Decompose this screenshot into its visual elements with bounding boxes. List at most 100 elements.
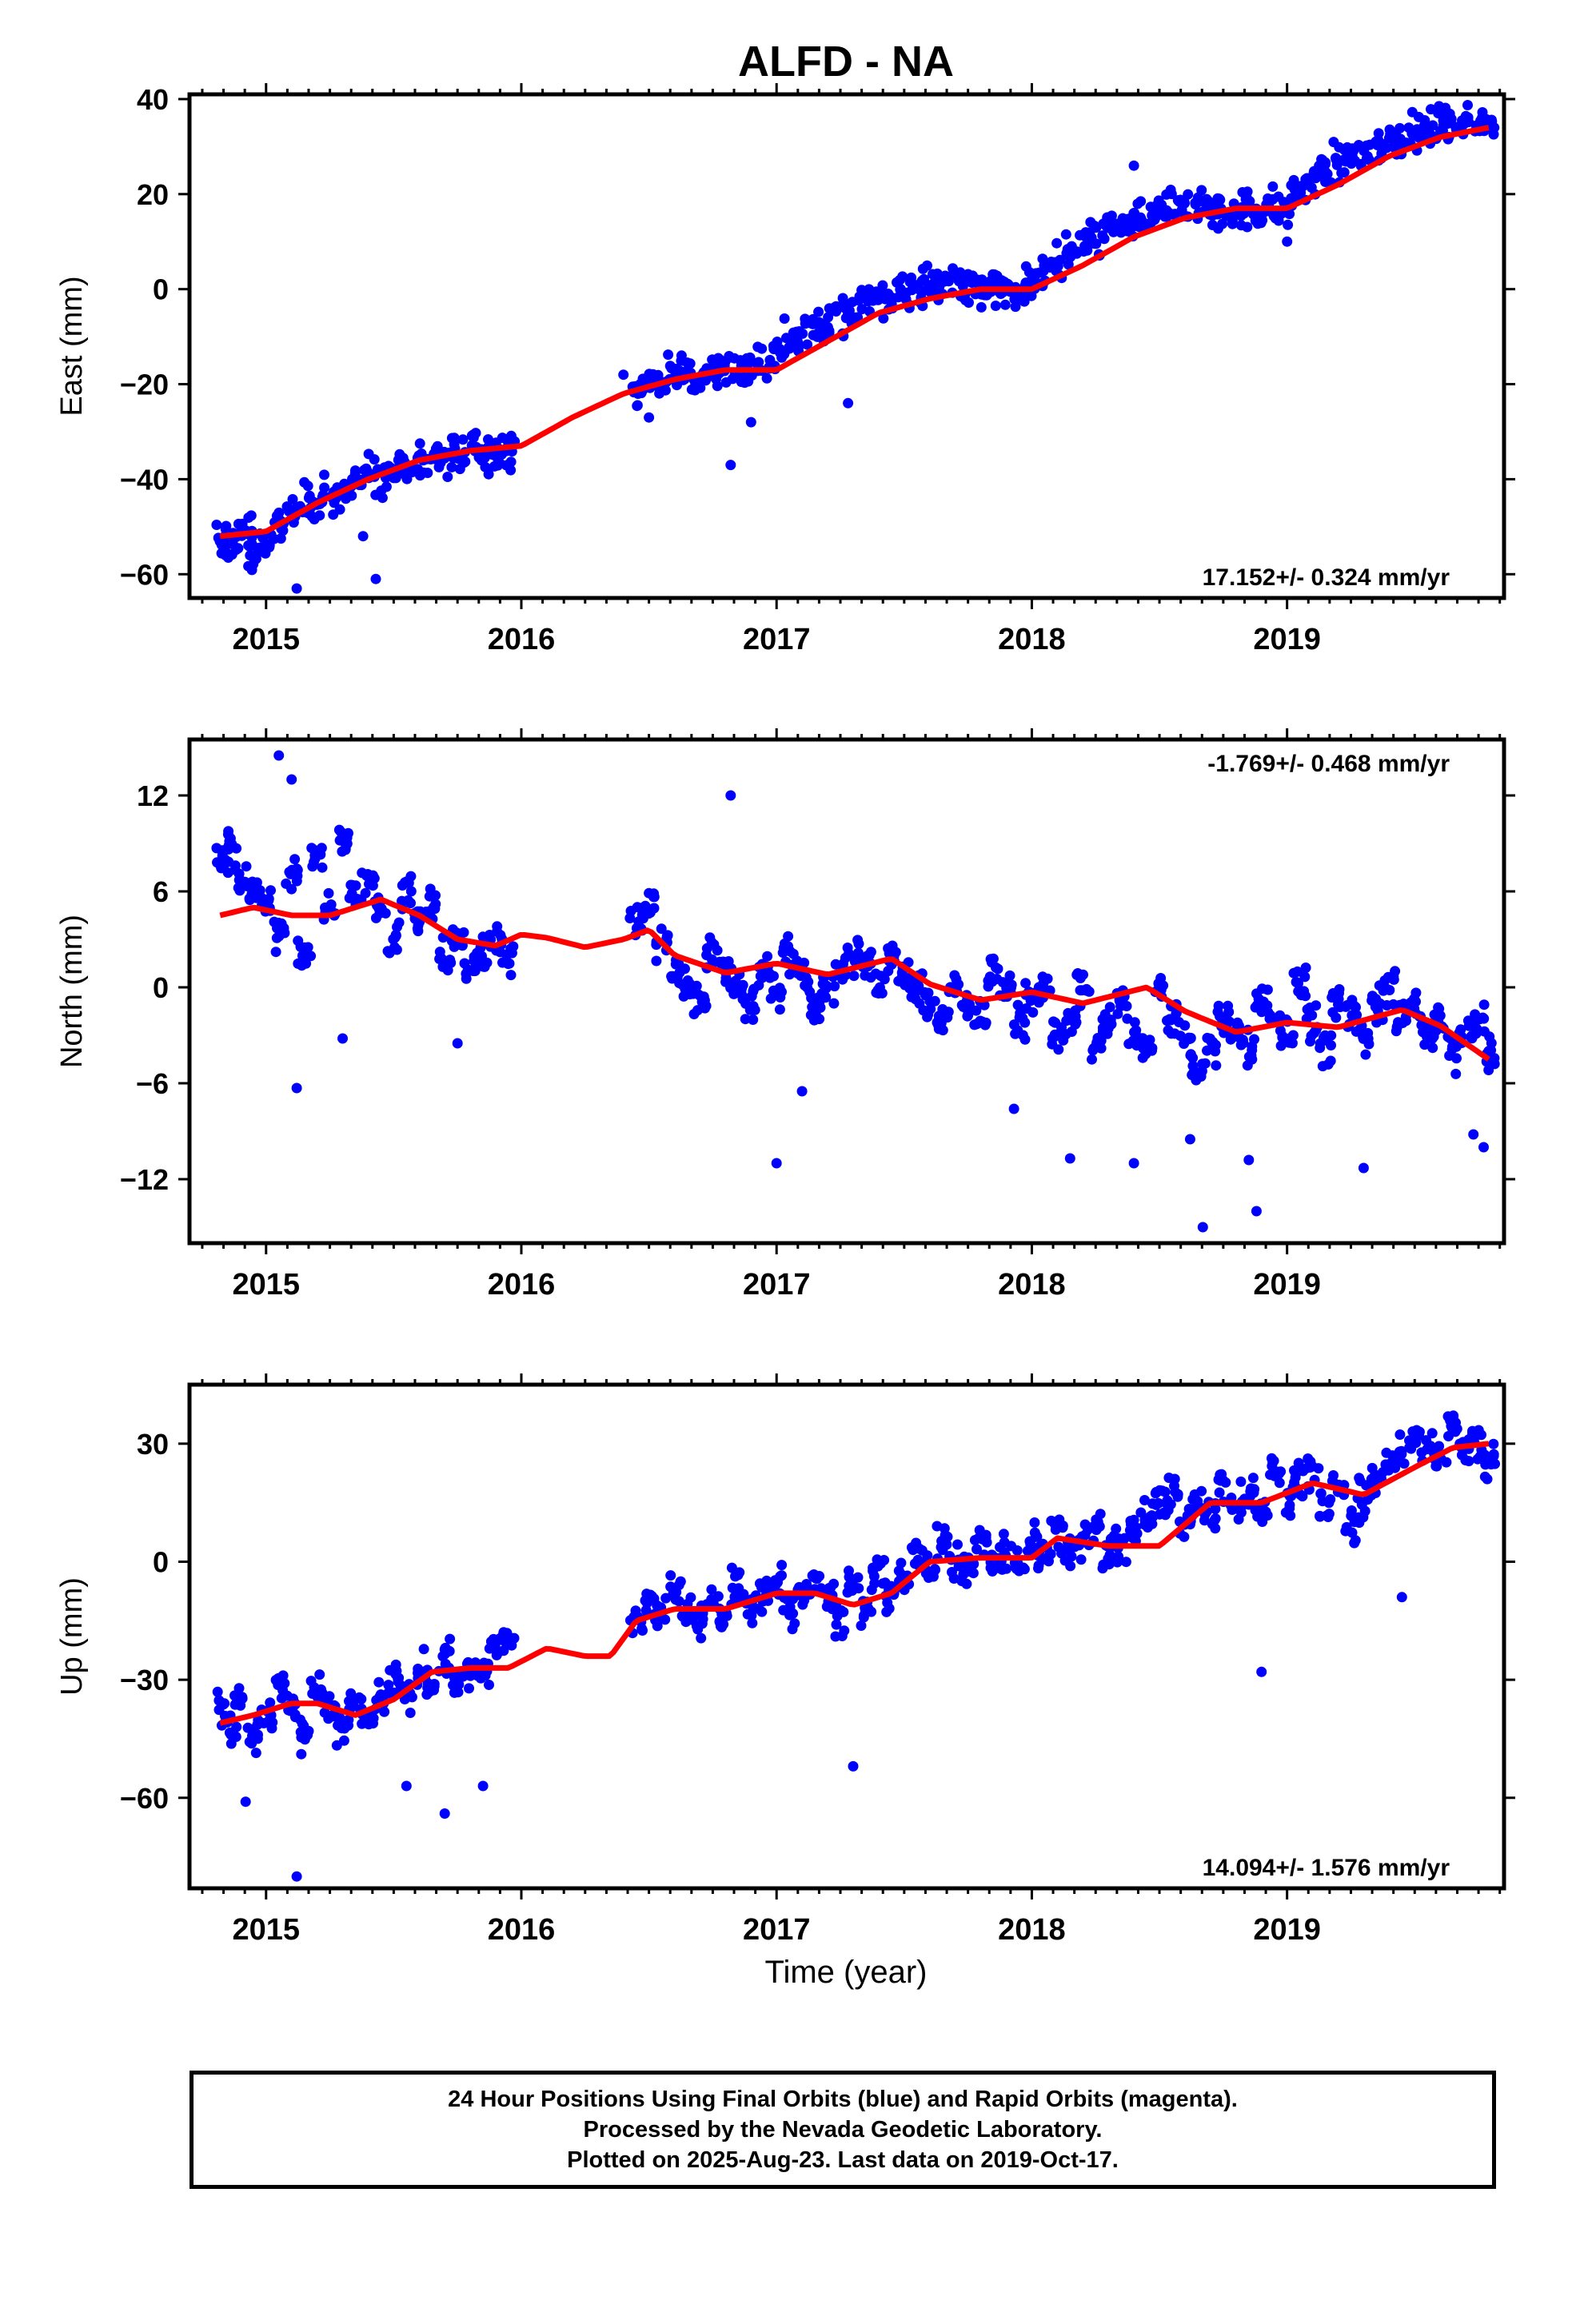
data-point — [457, 434, 469, 445]
data-point — [1101, 221, 1112, 232]
data-point — [775, 1571, 786, 1582]
data-point — [1214, 1487, 1225, 1498]
outlier-point — [843, 397, 854, 409]
data-point — [918, 1005, 929, 1016]
data-point — [309, 514, 320, 524]
data-point — [1371, 994, 1382, 1004]
y-tick-label: −60 — [120, 1782, 169, 1815]
data-point — [1347, 1010, 1358, 1021]
y-tick-label: −60 — [120, 558, 169, 591]
data-point — [1267, 1457, 1279, 1468]
data-point — [783, 931, 794, 942]
data-point — [340, 843, 351, 854]
data-point — [301, 958, 312, 969]
outlier-point — [1128, 160, 1139, 171]
data-point — [1139, 1519, 1151, 1530]
rate-label-north: -1.769+/- 0.468 mm/yr — [1207, 751, 1450, 777]
data-point — [956, 1576, 968, 1587]
data-point — [1390, 1026, 1402, 1037]
data-point — [1283, 219, 1294, 230]
data-point — [1176, 205, 1187, 216]
data-point — [878, 313, 889, 324]
data-point — [1029, 1517, 1040, 1528]
y-tick-label: 12 — [137, 779, 169, 812]
data-point — [1158, 980, 1169, 991]
data-point — [1380, 1459, 1391, 1470]
data-point — [1394, 134, 1406, 145]
data-point — [1342, 142, 1353, 153]
data-point — [489, 1640, 501, 1651]
data-point — [1060, 229, 1071, 240]
data-point — [1216, 1469, 1227, 1480]
data-point — [1450, 1068, 1462, 1079]
data-point — [364, 879, 374, 890]
plot-frame — [187, 737, 1506, 1246]
data-point — [792, 337, 804, 348]
data-point — [1175, 1030, 1186, 1042]
data-point — [1246, 1050, 1257, 1061]
data-point — [1083, 238, 1095, 249]
data-point — [501, 950, 513, 960]
data-point — [1284, 209, 1295, 220]
data-point — [893, 1565, 904, 1577]
data-point — [1339, 167, 1350, 178]
outlier-point — [1396, 1592, 1407, 1603]
data-point — [974, 1525, 985, 1536]
data-point — [298, 1720, 309, 1732]
data-point — [430, 890, 441, 901]
data-point — [1138, 1038, 1149, 1049]
outlier-point — [439, 1808, 450, 1819]
outlier-point — [644, 412, 655, 423]
data-point — [1223, 1016, 1235, 1027]
data-point — [781, 1594, 792, 1604]
data-point — [963, 269, 974, 280]
data-point — [1477, 1012, 1488, 1023]
data-point — [1291, 1469, 1302, 1480]
data-point — [244, 895, 255, 906]
data-point — [952, 1539, 963, 1550]
x-tick-label: 2017 — [743, 623, 811, 656]
data-point — [219, 540, 230, 552]
data-point — [680, 981, 692, 992]
data-point — [1207, 1037, 1219, 1047]
data-point — [1484, 1031, 1495, 1042]
data-point — [1319, 1030, 1331, 1041]
data-point — [443, 957, 454, 968]
fit-line-up — [219, 1441, 1490, 1726]
data-point — [999, 977, 1011, 988]
x-tick-label: 2019 — [1253, 623, 1321, 656]
points-north — [211, 750, 1500, 1233]
data-point — [397, 895, 407, 907]
data-point — [789, 1618, 800, 1629]
data-point — [745, 1003, 756, 1014]
data-point — [1445, 113, 1456, 124]
x-tick-label: 2018 — [998, 1268, 1066, 1302]
data-point — [1406, 106, 1418, 118]
data-point — [804, 987, 816, 998]
data-point — [1460, 115, 1471, 126]
data-point — [289, 854, 301, 865]
data-point — [676, 350, 687, 361]
data-point — [498, 1645, 509, 1656]
data-point — [971, 1005, 982, 1016]
data-point — [651, 955, 662, 967]
data-point — [442, 472, 453, 482]
data-point — [1183, 189, 1194, 200]
data-point — [1472, 1453, 1483, 1465]
data-point — [1478, 999, 1490, 1011]
data-point — [939, 1523, 950, 1534]
footer-line-1: 24 Hour Positions Using Final Orbits (bl… — [448, 2087, 1238, 2112]
data-point — [1135, 196, 1147, 207]
data-point — [1131, 1025, 1142, 1036]
data-point — [1210, 1504, 1221, 1514]
outlier-point — [796, 1086, 808, 1097]
data-point — [1139, 1495, 1150, 1505]
data-point — [1063, 259, 1074, 270]
data-point — [831, 1601, 842, 1612]
data-point — [390, 1659, 401, 1670]
data-point — [1183, 1032, 1195, 1043]
data-point — [1033, 1560, 1044, 1571]
data-point — [974, 1532, 985, 1543]
data-point — [464, 1683, 474, 1694]
data-point — [922, 260, 932, 271]
